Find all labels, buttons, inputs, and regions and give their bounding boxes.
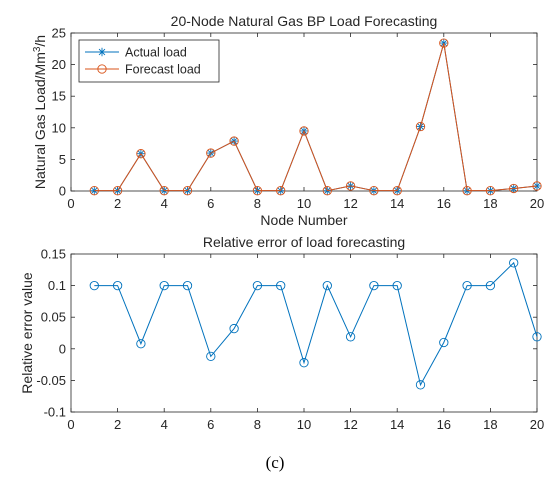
chart1-series2-point: [532, 181, 542, 191]
chart2-xtick-label: 6: [207, 417, 214, 432]
chart1-series2-point: [206, 148, 216, 158]
chart2-series1-point: [299, 358, 309, 368]
chart1-series2-point: [112, 186, 123, 196]
chart1-legend-swatch-marker: [97, 64, 107, 74]
chart1-series2-point: [509, 183, 519, 194]
chart2-title: Relative error of load forecasting: [203, 234, 405, 250]
chart1-series2-point: [345, 181, 356, 191]
chart2-series1-point: [485, 280, 496, 291]
chart1-series2-point: [136, 149, 146, 159]
chart1-series2-point: [182, 186, 193, 196]
chart1-ytick-label: 0: [59, 184, 66, 199]
chart2-series1-point: [322, 280, 332, 291]
chart2-ytick-label: 0: [59, 341, 66, 356]
chart2-series1-point: [462, 280, 472, 291]
chart1-xtick-label: 6: [207, 196, 214, 211]
chart2-series1-point: [532, 332, 542, 342]
chart1-series2-point: [89, 186, 99, 196]
chart2-series1-point: [276, 280, 286, 291]
chart2-series1-point: [439, 337, 449, 348]
chart1-series2-point: [462, 186, 472, 196]
chart2-xtick-label: 16: [437, 417, 451, 432]
chart2-series1-point: [229, 323, 239, 334]
chart2-series1-point: [415, 380, 426, 390]
chart1-ytick-label: 10: [52, 120, 66, 135]
figure-caption: (c): [265, 453, 285, 472]
chart1-xtick-label: 14: [390, 196, 404, 211]
chart1-legend-box: [78, 39, 220, 83]
chart1-xtick-label: 8: [254, 196, 261, 211]
chart1-series2-point: [392, 186, 402, 196]
chart2-xtick-label: 4: [161, 417, 168, 432]
chart2-ytick-label: -0.1: [44, 405, 66, 420]
chart2-xtick-label: 10: [297, 417, 311, 432]
chart1-ylabel: Natural Gas Load/Mm3/h: [32, 35, 48, 189]
chart1-ytick-label: 15: [52, 89, 66, 104]
chart1-series2-point: [159, 186, 169, 196]
chart2-ytick-label: -0.05: [36, 373, 66, 388]
chart1-xtick-label: 10: [297, 196, 311, 211]
chart2-ytick-label: 0.1: [48, 278, 66, 293]
chart2-series1-point: [182, 280, 193, 291]
chart1-series2-point: [322, 186, 332, 196]
chart1-xtick-label: 20: [530, 196, 544, 211]
chart1-xtick-label: 16: [437, 196, 451, 211]
chart2-series1-line: [94, 261, 538, 387]
chart1-series2-point: [299, 126, 309, 136]
chart1-series2-point: [252, 186, 263, 196]
chart1-series2-point: [415, 121, 426, 132]
chart1-xtick-label: 4: [161, 196, 168, 211]
chart2-xtick-label: 18: [483, 417, 497, 432]
chart1-xtick-label: 18: [483, 196, 497, 211]
chart1-legend-swatch-marker: [97, 47, 107, 57]
chart2-ytick-label: 0.05: [41, 310, 66, 325]
chart2-xtick-label: 8: [254, 417, 261, 432]
chart2-series1-point: [136, 339, 146, 349]
chart2-xtick-label: 14: [390, 417, 404, 432]
chart1-series2-point: [276, 186, 286, 196]
chart2-series1-point: [345, 332, 356, 342]
chart1-series2-point: [229, 136, 239, 146]
chart1-series2-point: [485, 186, 496, 196]
chart2-series1-point: [252, 280, 263, 291]
chart2-xtick-label: 0: [67, 417, 74, 432]
chart2-series1-point: [89, 280, 99, 291]
chart1-ytick-label: 5: [59, 152, 66, 167]
chart2-ytick-label: 0.15: [41, 247, 66, 262]
chart1-series2-point: [439, 38, 449, 48]
chart2-series1-point: [369, 280, 379, 291]
chart1-xtick-label: 12: [343, 196, 357, 211]
chart2-series1-point: [159, 280, 169, 291]
chart1-xtick-label: 0: [67, 196, 74, 211]
chart2-xtick-label: 20: [530, 417, 544, 432]
chart1-ytick-label: 20: [52, 57, 66, 72]
chart2-series1-point: [509, 258, 519, 268]
chart2-series1-point: [392, 280, 402, 291]
chart1-xlabel: Node Number: [260, 212, 347, 228]
chart1-xtick-label: 2: [114, 196, 121, 211]
chart2-ylabel: Relative error value: [19, 272, 35, 394]
chart1-series2-point: [369, 186, 379, 196]
chart1-ytick-label: 25: [52, 26, 66, 41]
chart2-plot-frame: [70, 253, 538, 413]
chart1-legend-label: Actual load: [125, 46, 187, 60]
chart2-xtick-label: 2: [114, 417, 121, 432]
chart1-title: 20-Node Natural Gas BP Load Forecasting: [171, 13, 438, 29]
chart2-series1-point: [206, 351, 216, 362]
chart2-xtick-label: 12: [343, 417, 357, 432]
chart2-series1-point: [112, 280, 123, 291]
chart1-legend-label: Forecast load: [125, 63, 201, 77]
